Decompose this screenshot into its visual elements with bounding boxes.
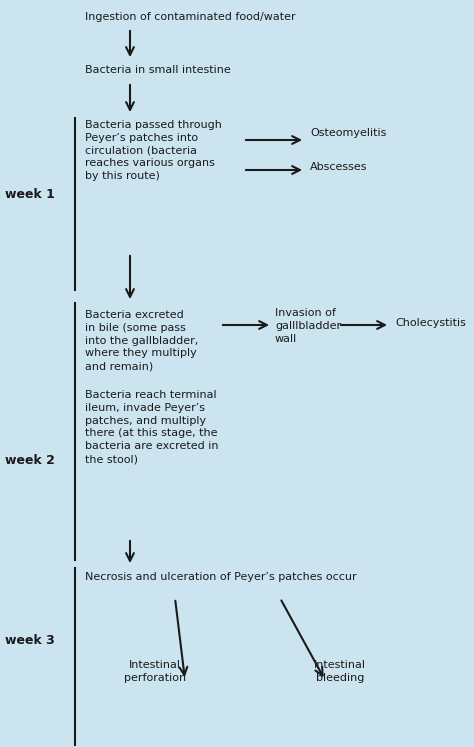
Text: week 3: week 3 bbox=[5, 633, 55, 646]
Text: Bacteria in small intestine: Bacteria in small intestine bbox=[85, 65, 231, 75]
Text: week 1: week 1 bbox=[5, 188, 55, 202]
Text: Intestinal
bleeding: Intestinal bleeding bbox=[314, 660, 366, 683]
Text: Invasion of
galllbladder
wall: Invasion of galllbladder wall bbox=[275, 308, 341, 344]
Text: week 2: week 2 bbox=[5, 453, 55, 466]
Text: Bacteria excreted
in bile (some pass
into the gallbladder,
where they multiply
a: Bacteria excreted in bile (some pass int… bbox=[85, 310, 198, 371]
Text: Intestinal
perforation: Intestinal perforation bbox=[124, 660, 186, 683]
Text: Ingestion of contaminated food/water: Ingestion of contaminated food/water bbox=[85, 12, 296, 22]
Text: Bacteria reach terminal
ileum, invade Peyer’s
patches, and multiply
there (at th: Bacteria reach terminal ileum, invade Pe… bbox=[85, 390, 219, 464]
Text: Bacteria passed through
Peyer’s patches into
circulation (bacteria
reaches vario: Bacteria passed through Peyer’s patches … bbox=[85, 120, 222, 182]
Text: Osteomyelitis: Osteomyelitis bbox=[310, 128, 386, 138]
Text: Abscesses: Abscesses bbox=[310, 162, 367, 172]
Text: Cholecystitis: Cholecystitis bbox=[395, 318, 466, 328]
Text: Necrosis and ulceration of Peyer’s patches occur: Necrosis and ulceration of Peyer’s patch… bbox=[85, 572, 356, 582]
